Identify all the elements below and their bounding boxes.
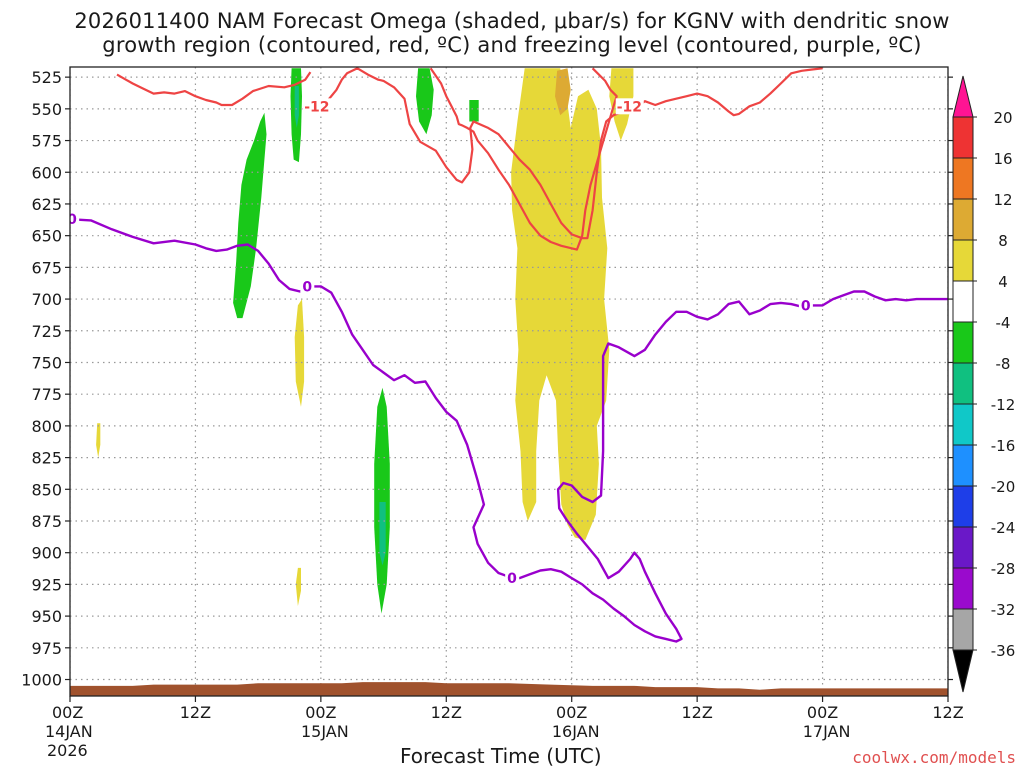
omega-shade-10 bbox=[294, 299, 305, 407]
x-tick-label-7: 12Z bbox=[932, 703, 963, 722]
y-tick-label-1000: 1000 bbox=[21, 671, 62, 690]
freezing-label-bg-3 bbox=[798, 297, 813, 314]
dgz-contour-label-0: -12 bbox=[304, 99, 329, 115]
x-tick-year-0: 2026 bbox=[47, 741, 88, 760]
colorbar-box-8 bbox=[952, 444, 974, 487]
x-tick-label-6: 00Z bbox=[807, 703, 838, 722]
omega-shade-12 bbox=[295, 567, 301, 606]
x-tick-label-4: 00Z bbox=[556, 703, 587, 722]
y-tick-label-700: 700 bbox=[31, 290, 62, 309]
colorbar-box-7 bbox=[952, 403, 974, 446]
y-tick-label-525: 525 bbox=[31, 68, 62, 87]
omega-shade-2 bbox=[294, 86, 299, 128]
x-tick-date-0: 14JAN bbox=[45, 722, 93, 741]
omega-shade-0 bbox=[233, 112, 267, 319]
freezing-contour-label-0: 0 bbox=[67, 212, 77, 228]
plot-frame bbox=[69, 66, 949, 697]
x-tick-label-1: 12Z bbox=[180, 703, 211, 722]
y-tick-label-950: 950 bbox=[31, 607, 62, 626]
colorbar-label-10: -24 bbox=[991, 519, 1016, 537]
freezing-label-bg-1 bbox=[300, 278, 315, 295]
colorbar-label-6: -8 bbox=[996, 355, 1011, 373]
colorbar-label-9: -20 bbox=[991, 478, 1016, 496]
x-tick-date-2: 15JAN bbox=[301, 722, 349, 741]
dgz-contour-2 bbox=[429, 67, 618, 251]
y-tick-label-725: 725 bbox=[31, 322, 62, 341]
y-tick-label-825: 825 bbox=[31, 449, 62, 468]
colorbar-box-0 bbox=[952, 116, 974, 159]
y-tick-label-875: 875 bbox=[31, 512, 62, 531]
y-tick-label-575: 575 bbox=[31, 132, 62, 151]
colorbar-label-3: 8 bbox=[998, 232, 1008, 250]
y-tick-label-625: 625 bbox=[31, 195, 62, 214]
freezing-level-contour-0 bbox=[70, 218, 948, 643]
omega-shade-4 bbox=[469, 100, 479, 122]
colorbar-box-1 bbox=[952, 157, 974, 200]
omega-shade-8 bbox=[555, 68, 571, 116]
omega-shade-6 bbox=[379, 502, 386, 566]
freezing-label-bg-2 bbox=[505, 570, 520, 587]
colorbar-label-5: -4 bbox=[996, 314, 1011, 332]
dgz-contour-1 bbox=[325, 67, 823, 240]
y-tick-label-550: 550 bbox=[31, 100, 62, 119]
colorbar-box-9 bbox=[952, 485, 974, 528]
plot-area: 0 0 0 0 -12 -12 bbox=[67, 67, 948, 696]
colorbar-label-7: -12 bbox=[991, 396, 1016, 414]
colorbar-bottom-arrow bbox=[952, 649, 974, 693]
colorbar-box-6 bbox=[952, 362, 974, 405]
omega-shade-11 bbox=[96, 423, 101, 458]
y-tick-label-650: 650 bbox=[31, 227, 62, 246]
freezing-contour-label-3: 0 bbox=[801, 298, 811, 314]
y-tick-label-925: 925 bbox=[31, 575, 62, 594]
omega-shade-7 bbox=[511, 68, 610, 541]
omega-shade-5 bbox=[374, 387, 390, 614]
x-axis-label: Forecast Time (UTC) bbox=[400, 744, 602, 768]
x-tick-label-3: 12Z bbox=[431, 703, 462, 722]
colorbar-box-12 bbox=[952, 608, 974, 651]
dgz-label-bg-0 bbox=[303, 98, 332, 115]
y-tick-label-775: 775 bbox=[31, 385, 62, 404]
terrain-band bbox=[70, 682, 948, 696]
chart-title-line-2: growth region (contoured, red, ºC) and f… bbox=[102, 33, 922, 57]
colorbar-label-12: -32 bbox=[991, 601, 1016, 619]
freezing-contour-label-2: 0 bbox=[507, 571, 517, 587]
x-tick-label-5: 12Z bbox=[681, 703, 712, 722]
colorbar-box-10 bbox=[952, 526, 974, 569]
colorbar-label-1: 16 bbox=[993, 150, 1012, 168]
freezing-contour-label-1: 0 bbox=[302, 279, 312, 295]
colorbar-label-8: -16 bbox=[991, 437, 1016, 455]
colorbar-label-11: -28 bbox=[991, 560, 1016, 578]
colorbar-box-3 bbox=[952, 239, 974, 282]
y-tick-label-675: 675 bbox=[31, 258, 62, 277]
y-tick-label-600: 600 bbox=[31, 163, 62, 182]
y-tick-label-750: 750 bbox=[31, 353, 62, 372]
colorbar-label-0: 20 bbox=[993, 109, 1012, 127]
x-tick-date-6: 17JAN bbox=[803, 722, 851, 741]
dgz-label-bg-1 bbox=[615, 98, 644, 115]
x-tick-label-2: 00Z bbox=[305, 703, 336, 722]
colorbar-label-4: 4 bbox=[998, 273, 1008, 291]
colorbar-top-arrow bbox=[952, 75, 974, 118]
site-credit: coolwx.com/models bbox=[852, 748, 1016, 767]
freezing-label-bg-0 bbox=[70, 211, 80, 228]
colorbar-label-13: -36 bbox=[991, 642, 1016, 660]
y-tick-label-850: 850 bbox=[31, 480, 62, 499]
y-tick-label-800: 800 bbox=[31, 417, 62, 436]
y-tick-label-975: 975 bbox=[31, 639, 62, 658]
colorbar-box-2 bbox=[952, 198, 974, 241]
omega-shade-3 bbox=[416, 68, 434, 135]
colorbar-box-5 bbox=[952, 321, 974, 364]
y-tick-label-900: 900 bbox=[31, 544, 62, 563]
colorbar-label-2: 12 bbox=[993, 191, 1012, 209]
x-tick-label-0: 00Z bbox=[52, 703, 83, 722]
dgz-contour-0 bbox=[116, 71, 312, 107]
colorbar-box-11 bbox=[952, 567, 974, 610]
dgz-contour-label-1: -12 bbox=[617, 99, 642, 115]
chart-title-line-1: 2026011400 NAM Forecast Omega (shaded, μ… bbox=[74, 9, 950, 33]
colorbar-box-4 bbox=[952, 280, 974, 323]
x-tick-date-4: 16JAN bbox=[552, 722, 600, 741]
